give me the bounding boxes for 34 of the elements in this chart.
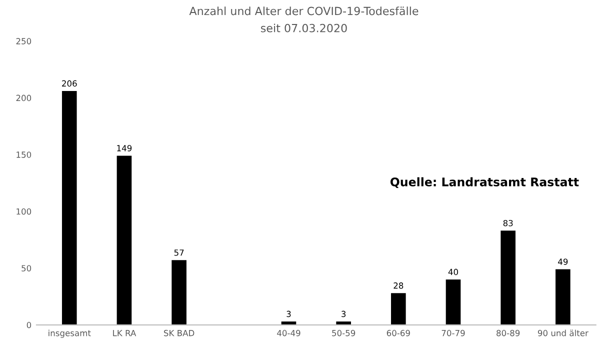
annotation: Quelle: Landratsamt Rastatt <box>390 177 579 188</box>
data-label: 3 <box>342 310 346 318</box>
data-label: 28 <box>394 282 404 289</box>
x-tick-label: 70-79 <box>442 330 465 336</box>
x-tick-label: 50-59 <box>332 330 356 336</box>
bar <box>116 156 132 325</box>
x-tick-label: insgesamt <box>48 330 91 338</box>
chart-subtitle: seit 07.03.2020 <box>260 24 347 32</box>
x-tick-label: 80-89 <box>496 330 520 336</box>
chart-title: Anzahl und Alter der COVID-19-Todesfälle <box>189 6 418 16</box>
x-tick-label: 60-69 <box>386 330 410 336</box>
bar <box>556 269 570 325</box>
y-tick-label: 250 <box>16 38 32 44</box>
y-tick-label: 100 <box>16 208 32 215</box>
data-label: 149 <box>117 145 132 152</box>
data-label: 83 <box>503 220 513 226</box>
bar <box>391 293 406 325</box>
data-label: 49 <box>558 258 568 265</box>
bar <box>62 91 77 325</box>
y-tick-label: 0 <box>26 322 32 328</box>
y-tick-label: 150 <box>16 152 32 158</box>
y-tick-label: 200 <box>16 94 32 102</box>
bar <box>446 279 461 325</box>
x-tick-label: 40-49 <box>277 330 300 336</box>
bar <box>500 230 516 325</box>
y-tick-label: 50 <box>22 265 32 272</box>
x-tick-label: SK BAD <box>164 330 194 336</box>
x-tick-label: LK RA <box>113 330 136 336</box>
data-label: 206 <box>62 80 77 87</box>
x-tick-label: 90 und älter <box>538 330 588 336</box>
data-label: 57 <box>174 250 184 256</box>
data-label: 40 <box>448 268 458 276</box>
data-label: 3 <box>286 310 291 318</box>
bar <box>172 260 186 325</box>
